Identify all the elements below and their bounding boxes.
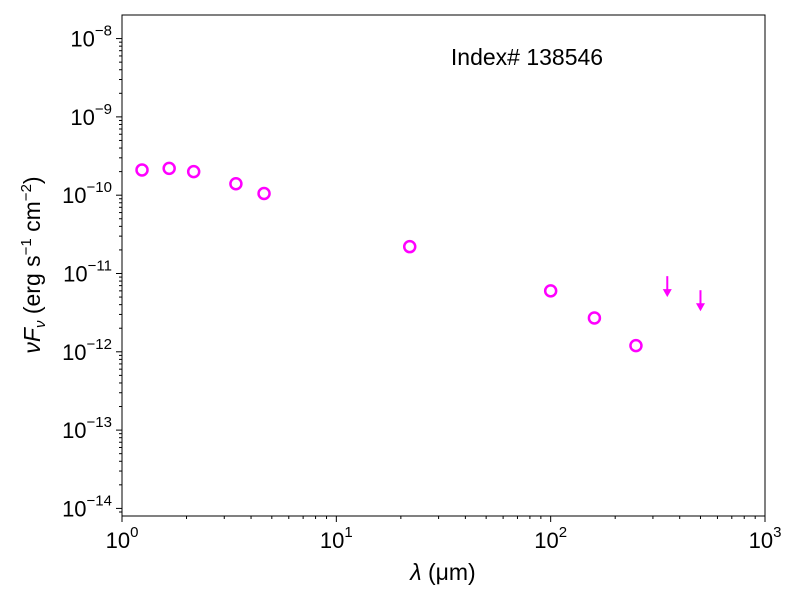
upper-limit-arrow: [695, 290, 705, 312]
x-tick-label: 101: [320, 524, 353, 553]
y-tick-exponent: −8: [95, 23, 112, 40]
x-tick-base: 10: [534, 528, 558, 553]
data-point: [257, 186, 271, 201]
y-label-exp1: −1: [18, 238, 35, 255]
x-tick-base: 10: [749, 528, 773, 553]
y-label-units: (erg s: [19, 255, 45, 320]
index-annotation: Index# 138546: [451, 44, 603, 70]
plot-frame: [121, 14, 766, 517]
data-point: [587, 311, 602, 325]
y-tick-label: 10−8: [70, 23, 112, 52]
y-tick-label: 10−9: [70, 101, 112, 130]
x-tick-exponent: 0: [130, 524, 138, 541]
data-point: [543, 284, 558, 298]
y-tick-label: 10−14: [62, 492, 112, 521]
y-tick-exponent: −13: [87, 414, 112, 431]
y-tick-label: 10−10: [62, 179, 112, 208]
x-tick-exponent: 2: [559, 524, 567, 541]
y-tick-label: 10−11: [63, 257, 112, 286]
x-axis-label: λ (μm): [408, 559, 475, 585]
y-tick-exponent: −14: [87, 492, 112, 509]
x-tick-label: 103: [749, 524, 782, 553]
y-tick-exponent: −9: [95, 101, 112, 118]
y-axis-label: νFν (erg s−1 cm−2): [18, 176, 49, 353]
data-point: [402, 239, 417, 254]
x-axis-symbol: λ: [408, 559, 421, 585]
arrow-head: [662, 289, 672, 298]
data-points: [135, 161, 643, 353]
x-tick-base: 10: [320, 528, 344, 553]
arrow-head: [695, 303, 705, 312]
y-label-exp2: −2: [18, 184, 35, 201]
y-tick-base: 10: [62, 340, 86, 365]
x-tick-base: 10: [106, 528, 130, 553]
y-tick-base: 10: [62, 496, 86, 521]
y-tick-label: 10−13: [62, 414, 112, 443]
data-point: [629, 338, 643, 353]
data-point: [162, 161, 176, 176]
y-tick-base: 10: [62, 183, 86, 208]
y-label-nu: ν: [19, 342, 45, 354]
y-tick-exponent: −12: [87, 336, 112, 353]
y-tick-exponent: −10: [87, 179, 112, 196]
y-tick-base: 10: [70, 105, 94, 130]
y-tick-exponent: −11: [88, 257, 112, 274]
y-label-mid: cm: [19, 201, 45, 238]
y-label-close: ): [19, 176, 45, 184]
x-tick-exponent: 3: [773, 524, 781, 541]
x-tick-label: 102: [534, 524, 567, 553]
x-axis-unit: (μm): [422, 559, 476, 585]
x-axis-ticks: 100 101 102 103: [106, 516, 782, 553]
data-point: [135, 163, 149, 177]
y-label-f: F: [19, 326, 45, 342]
data-point: [186, 164, 201, 179]
y-tick-label: 10−12: [62, 336, 112, 365]
data-point: [229, 176, 243, 191]
x-tick-label: 100: [106, 524, 139, 553]
upper-limit-arrows: [662, 276, 705, 312]
y-tick-base: 10: [70, 27, 94, 52]
y-tick-base: 10: [63, 261, 87, 286]
upper-limit-arrow: [662, 276, 672, 298]
x-tick-exponent: 1: [344, 524, 352, 541]
y-tick-base: 10: [62, 418, 86, 443]
y-label-subscript: ν: [32, 320, 49, 328]
